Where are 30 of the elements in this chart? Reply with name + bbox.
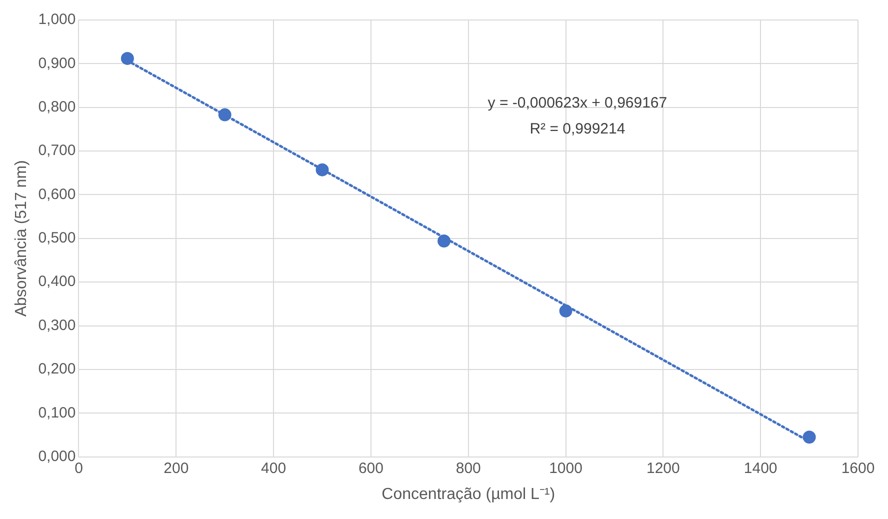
point	[218, 108, 232, 122]
x-tick-label: 1200	[646, 460, 680, 477]
y-tick-label: 0,000	[38, 448, 76, 465]
y-tick-label: 0,100	[38, 404, 76, 422]
y-tick-label: 0,800	[38, 98, 76, 116]
annotation: R² = 0,999214	[530, 120, 626, 138]
x-tick-label: 400	[261, 460, 286, 477]
x-tick-label: 1400	[744, 460, 778, 477]
point	[559, 304, 572, 318]
x-tick-label: 200	[164, 460, 189, 477]
y-tick-label: 0,900	[38, 54, 76, 72]
y-axis-title: Absorvância (517 nm)	[13, 160, 30, 317]
y-tick-label: 1,000	[38, 11, 76, 28]
y-tick-label: 0,700	[38, 142, 76, 160]
x-tick-label: 1000	[549, 460, 582, 477]
y-tick-label: 0,400	[38, 273, 76, 290]
y-tick-label: 0,200	[38, 360, 76, 378]
y-tick-label: 0,500	[38, 230, 76, 247]
point	[438, 234, 451, 248]
y-tick-label: 0,300	[38, 316, 76, 334]
point	[120, 52, 134, 65]
x-axis-title: Concentração (µmol L⁻¹)	[382, 486, 556, 503]
x-tick-label: 1600	[841, 460, 875, 477]
x-tick-label: 0	[74, 460, 83, 477]
x-tick-label: 600	[358, 460, 384, 477]
annotation: y = -0,000623x + 0,969167	[488, 94, 668, 112]
point	[802, 430, 816, 444]
y-tick-label: 0,600	[38, 186, 76, 203]
point	[316, 163, 329, 176]
x-tick-label: 800	[456, 460, 481, 477]
